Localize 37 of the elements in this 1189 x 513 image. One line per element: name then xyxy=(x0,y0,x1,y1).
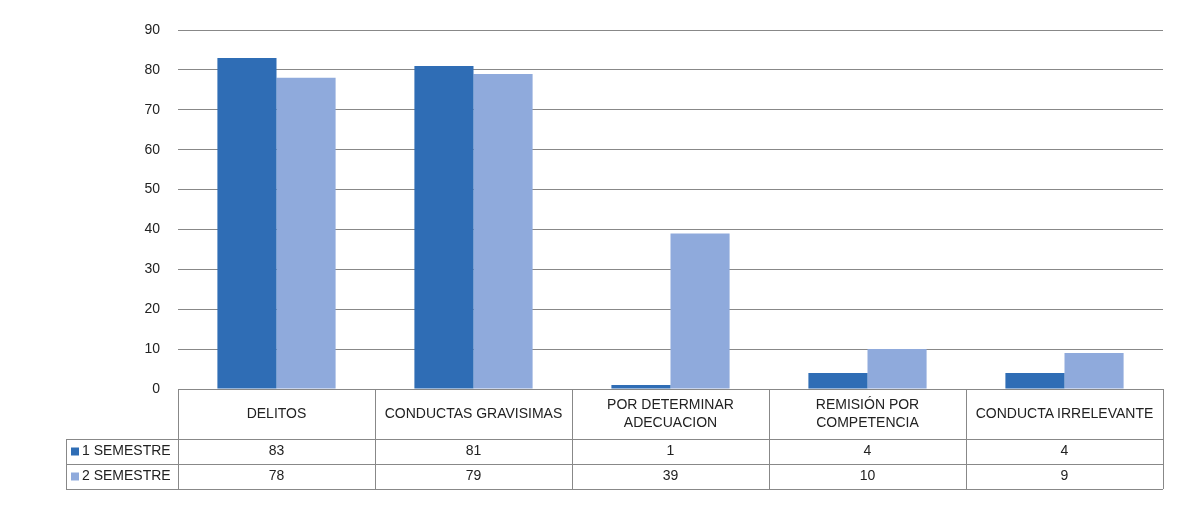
bar xyxy=(1005,373,1065,389)
data-label: 4 xyxy=(1060,442,1069,459)
bar xyxy=(808,373,868,389)
bar xyxy=(473,73,533,389)
legend-label: 2 SEMESTRE xyxy=(82,467,171,484)
y-tick-label: 70 xyxy=(144,100,161,117)
bar xyxy=(414,65,474,389)
data-label: 4 xyxy=(863,442,872,459)
data-label: 78 xyxy=(268,467,285,484)
data-label: 83 xyxy=(268,442,285,459)
y-tick-label: 10 xyxy=(144,339,161,356)
y-tick-label: 90 xyxy=(144,20,161,37)
data-label: 10 xyxy=(859,467,876,484)
data-label: 1 xyxy=(666,442,675,459)
data-label: 81 xyxy=(465,442,482,459)
bar xyxy=(276,77,336,389)
y-tick-label: 40 xyxy=(144,220,161,237)
y-tick-label: 60 xyxy=(144,140,161,157)
y-tick-label: 80 xyxy=(144,60,161,77)
x-tick-label: CONDUCTA IRRELEVANTE xyxy=(975,404,1154,421)
data-label: 9 xyxy=(1060,467,1069,484)
y-tick-label: 0 xyxy=(152,379,161,396)
y-tick-label: 30 xyxy=(144,260,161,277)
bar xyxy=(670,233,730,389)
bar xyxy=(611,385,671,389)
legend-label: 1 SEMESTRE xyxy=(82,442,171,459)
bar xyxy=(217,57,277,389)
x-tick-label: POR DETERMINAR ADECUACION xyxy=(607,395,734,430)
x-tick-label: CONDUCTAS GRAVISIMAS xyxy=(384,404,563,421)
bar xyxy=(1064,353,1124,389)
y-tick-label: 20 xyxy=(144,300,161,317)
x-tick-label: DELITOS xyxy=(246,404,307,421)
bar xyxy=(867,349,927,389)
y-tick-label: 50 xyxy=(144,180,161,197)
x-tick-label: REMISIÓN POR COMPETENCIA xyxy=(815,395,920,430)
data-label: 39 xyxy=(662,467,679,484)
data-label: 79 xyxy=(465,467,482,484)
